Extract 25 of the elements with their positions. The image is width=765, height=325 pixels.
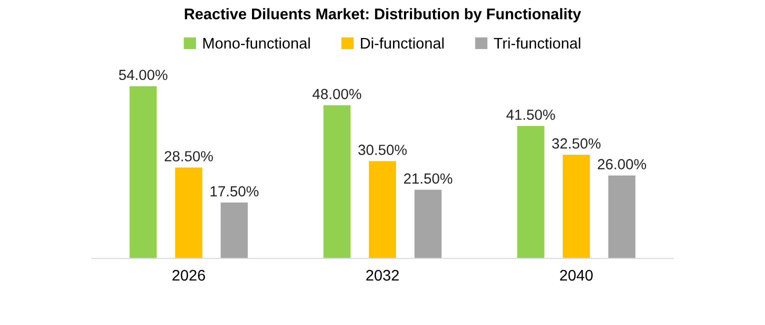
data-label: 26.00% <box>598 159 646 170</box>
legend-label: Mono-functional <box>203 37 310 49</box>
x-tick-label: 2026 <box>172 270 206 281</box>
data-label: 21.50% <box>404 173 452 184</box>
x-tick-label: 2040 <box>560 270 593 281</box>
legend-label: Tri-functional <box>494 37 580 49</box>
data-label: 17.50% <box>210 186 258 196</box>
bar <box>368 161 396 258</box>
bar <box>608 175 636 258</box>
bar <box>562 154 590 258</box>
x-tick-label: 2032 <box>366 270 399 281</box>
data-label: 48.00% <box>312 88 362 100</box>
bar <box>517 126 544 258</box>
data-label: 30.50% <box>358 144 407 156</box>
bar <box>220 202 248 258</box>
data-label: 54.00% <box>119 70 168 80</box>
data-label: 41.50% <box>506 110 555 120</box>
bar <box>130 86 157 258</box>
bar <box>323 105 351 258</box>
data-label: 32.50% <box>552 138 601 149</box>
chart-title: Reactive Diluents Market: Distribution by Functionality <box>184 8 582 22</box>
bar <box>414 190 442 258</box>
bar <box>175 167 202 258</box>
data-label: 28.50% <box>164 151 213 162</box>
legend-label: Di-functional <box>360 37 444 49</box>
